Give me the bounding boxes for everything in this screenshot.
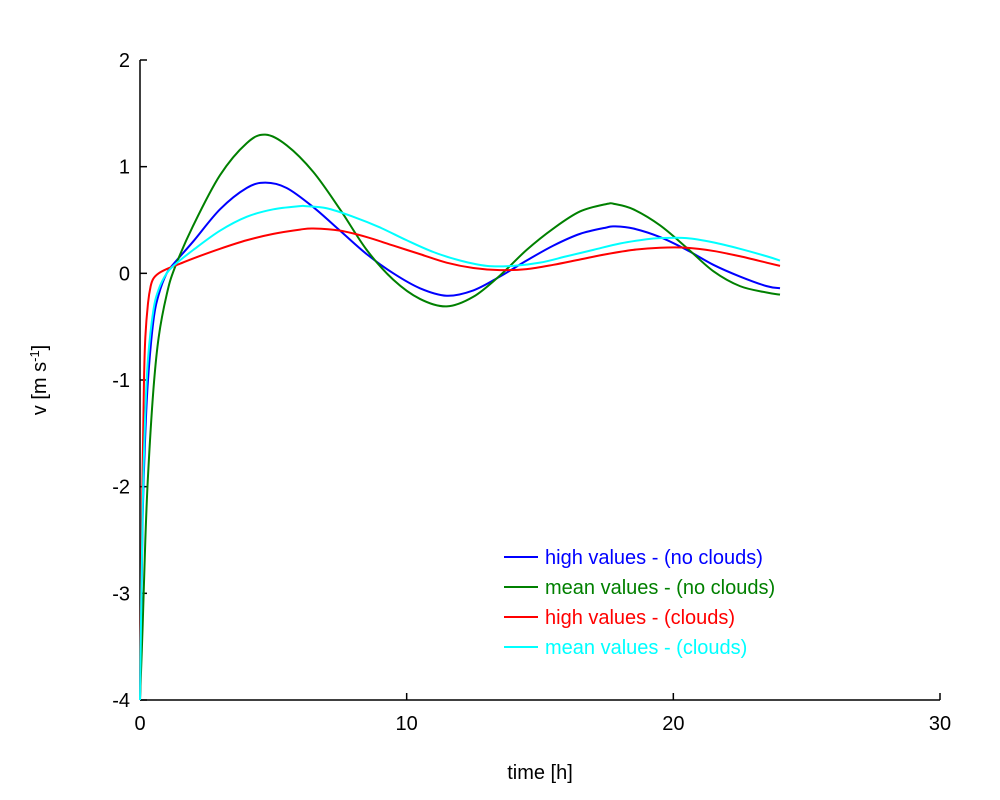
y-tick-label: -1 <box>112 370 130 392</box>
legend-label: high values - (clouds) <box>545 607 735 629</box>
x-axis-label: time [h] <box>507 762 573 784</box>
series-line-2 <box>139 133 781 701</box>
x-tick-label: 30 <box>929 713 951 735</box>
ticks: 0 10 20 30 -4 -3 -2 -1 0 1 2 <box>112 50 951 735</box>
y-axis-label-close: ] <box>29 345 51 351</box>
series-line-4 <box>139 204 781 701</box>
y-axis-label-main: v [m s <box>29 362 51 415</box>
y-tick-label: 0 <box>119 263 130 285</box>
y-tick-label: -4 <box>112 690 130 712</box>
y-axis-label: v [m s-1] <box>27 345 52 415</box>
series-group <box>139 133 781 701</box>
x-tick-label: 0 <box>134 713 145 735</box>
y-tick-label: -3 <box>112 583 130 605</box>
legend: high values - (no clouds) mean values - (… <box>504 547 775 659</box>
legend-label: mean values - (clouds) <box>545 637 747 659</box>
axes <box>139 60 940 701</box>
series-line-1 <box>139 181 781 701</box>
y-tick-label: -2 <box>112 477 130 499</box>
legend-label: high values - (no clouds) <box>545 547 763 569</box>
y-axis-label-sup: -1 <box>27 350 42 362</box>
y-tick-label: 1 <box>119 157 130 179</box>
series-line-3 <box>139 227 781 701</box>
x-tick-label: 10 <box>396 713 418 735</box>
legend-label: mean values - (no clouds) <box>545 577 775 599</box>
x-tick-label: 20 <box>662 713 684 735</box>
y-tick-label: 2 <box>119 50 130 72</box>
